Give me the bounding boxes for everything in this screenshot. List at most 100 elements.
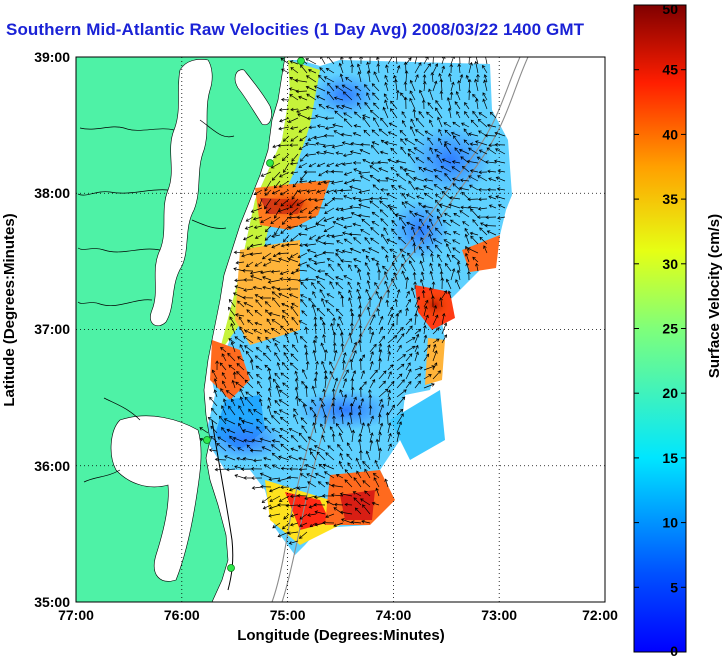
velocity-arrow — [387, 404, 395, 416]
velocity-arrow — [267, 405, 272, 416]
velocity-arrow — [349, 402, 354, 416]
velocity-arrow — [241, 419, 254, 425]
velocity-arrow — [360, 381, 367, 389]
velocity-arrow — [271, 464, 281, 470]
velocity-arrow — [316, 280, 326, 290]
velocity-arrow — [342, 378, 348, 389]
velocity-arrow — [343, 195, 353, 200]
velocity-arrow — [375, 438, 380, 452]
velocity-arrow — [364, 262, 371, 272]
velocity-arrow — [454, 147, 461, 155]
velocity-arrow — [468, 132, 479, 137]
velocity-arrow — [283, 344, 290, 353]
velocity-vectors — [199, 57, 506, 545]
velocity-arrow — [297, 445, 308, 452]
velocity-arrow — [414, 138, 425, 146]
velocity-arrow — [299, 207, 308, 213]
velocity-arrow — [441, 334, 448, 344]
velocity-arrow — [409, 97, 416, 110]
velocity-arrow — [441, 312, 446, 326]
velocity-arrow — [297, 113, 308, 119]
velocity-arrow — [272, 338, 281, 344]
velocity-arrow — [380, 187, 389, 192]
velocity-arrow — [290, 513, 299, 518]
velocity-arrow — [373, 477, 380, 488]
velocity-arrow — [271, 243, 281, 249]
velocity-arrow — [335, 474, 344, 479]
velocity-arrow — [444, 172, 452, 182]
velocity-arrow — [459, 178, 470, 183]
velocity-arrow — [322, 520, 335, 525]
velocity-arrow — [414, 296, 420, 308]
x-tick-label: 73:00 — [481, 607, 517, 623]
velocity-arrow — [281, 302, 290, 308]
y-tick-labels: 39:00 38:00 37:00 36:00 35:00 — [34, 49, 70, 610]
velocity-arrow — [405, 193, 416, 200]
velocity-arrow — [460, 205, 470, 210]
velocity-arrow — [325, 300, 335, 308]
velocity-arrow — [348, 264, 353, 272]
velocity-arrow — [468, 147, 479, 155]
velocity-arrow — [450, 268, 456, 281]
velocity-arrow — [427, 102, 434, 110]
colorbar-tick-label: 25 — [662, 321, 678, 337]
velocity-arrow — [308, 207, 317, 215]
velocity-arrow — [294, 377, 299, 389]
velocity-arrow — [247, 371, 254, 380]
velocity-arrow — [243, 302, 254, 308]
velocity-arrow — [279, 427, 290, 434]
velocity-arrow — [339, 73, 344, 83]
velocity-arrow — [385, 64, 389, 74]
velocity-arrow — [319, 288, 326, 299]
velocity-arrow — [478, 187, 488, 192]
velocity-arrow — [214, 467, 227, 472]
velocity-arrow — [365, 255, 371, 263]
velocity-arrow — [211, 369, 218, 380]
velocity-arrow — [281, 309, 290, 317]
velocity-arrow — [343, 275, 353, 281]
velocity-arrow — [234, 336, 245, 344]
velocity-arrow — [347, 421, 353, 434]
velocity-arrow — [268, 504, 281, 510]
velocity-arrow — [228, 364, 236, 371]
velocity-arrow — [287, 257, 299, 263]
velocity-arrow — [321, 360, 326, 371]
velocity-arrow — [365, 288, 371, 299]
velocity-arrow — [332, 317, 336, 326]
velocity-arrow — [364, 101, 371, 110]
velocity-arrow — [290, 305, 299, 317]
velocity-arrow — [326, 234, 335, 238]
velocity-arrow — [379, 150, 389, 155]
velocity-arrow — [360, 370, 365, 380]
velocity-arrow — [261, 495, 272, 504]
velocity-arrow — [300, 294, 308, 299]
velocity-arrow — [403, 81, 408, 92]
velocity-arrow — [414, 129, 425, 137]
velocity-arrow — [333, 130, 344, 137]
velocity-arrow — [316, 189, 326, 194]
velocity-arrow — [258, 398, 263, 407]
velocity-arrow — [335, 85, 344, 92]
velocity-arrow — [311, 399, 317, 407]
velocity-arrow — [366, 271, 371, 281]
velocity-arrow — [341, 249, 353, 254]
velocity-arrow — [332, 331, 337, 344]
velocity-arrow — [475, 262, 479, 272]
velocity-arrow — [443, 231, 452, 236]
velocity-arrow — [335, 105, 344, 110]
velocity-arrow — [452, 239, 461, 245]
velocity-arrow — [295, 268, 308, 272]
velocity-arrow — [325, 513, 335, 519]
velocity-arrow — [253, 409, 263, 416]
velocity-arrow — [254, 234, 263, 239]
velocity-arrow — [295, 395, 299, 407]
velocity-arrow — [254, 261, 263, 267]
velocity-arrow — [362, 114, 371, 119]
velocity-arrow — [268, 477, 281, 482]
velocity-arrow — [381, 233, 389, 245]
velocity-arrow — [298, 162, 308, 168]
velocity-arrow — [313, 413, 317, 425]
velocity-arrow — [331, 402, 335, 416]
velocity-arrow — [401, 225, 407, 236]
velocity-arrow — [393, 78, 398, 92]
